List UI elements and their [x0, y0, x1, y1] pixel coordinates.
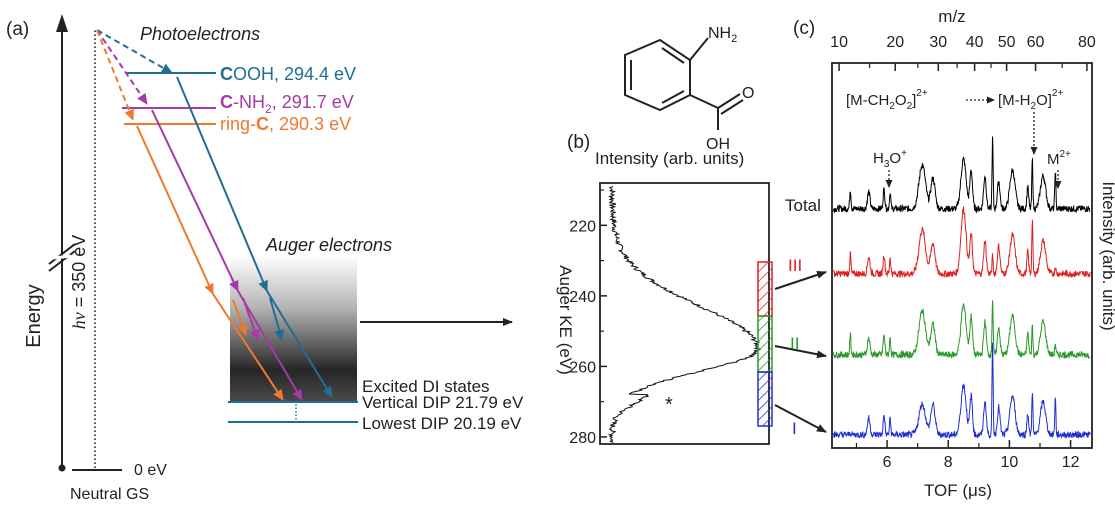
region-ii-arrow: [774, 345, 827, 359]
auger-ke-tick-label: 280: [569, 430, 596, 447]
cooh-level-label: COOH, 294.4 eV: [220, 64, 356, 84]
carboxyl-bond: [689, 94, 719, 109]
anthranilic-acid-structure: [624, 37, 744, 130]
auger-ke-axis-label: Auger KE (eV): [556, 265, 575, 375]
hydroxyl-group-label: OH: [706, 136, 730, 153]
mz-tick-label: 50: [998, 34, 1016, 51]
auger-ke-tick-label: 260: [569, 359, 596, 376]
auger-arrow-ringc-1: [136, 125, 214, 295]
tof-tick-label: 12: [1062, 454, 1080, 471]
ground-energy-label: 0 eV: [134, 462, 167, 479]
h3o-label: H3O+: [873, 148, 907, 170]
tof-frame: [831, 62, 1093, 449]
photoelectrons-label: Photoelectrons: [140, 24, 260, 44]
carbonyl-oxygen-label: O: [742, 85, 754, 102]
amine-group-label: NH2: [708, 25, 737, 45]
tof-trace-ii: [833, 300, 1091, 360]
trace-label-total: Total: [785, 196, 821, 215]
auger-arrow-cnh2-2: [237, 290, 303, 401]
auger-ke-tick-label: 220: [569, 218, 596, 235]
trace-label-i: I: [792, 419, 797, 438]
region-ii-box: [757, 315, 773, 373]
excited-di-states-label: Excited DI states: [362, 377, 490, 396]
auger-spectrum-marker: *: [665, 394, 673, 416]
m2-label: M2+: [1047, 149, 1071, 168]
photoionization-arrow-cooh: [96, 29, 173, 74]
ground-state-label: Neutral GS: [70, 486, 149, 503]
axis-break-gap: [52, 254, 72, 260]
panel-b-top-label: Intensity (arb. units): [595, 149, 744, 168]
energy-axis-arrowhead: [56, 14, 68, 32]
trace-label-iii: III: [788, 256, 802, 275]
ringc-level-label: ring-C, 290.3 eV: [220, 114, 351, 134]
excited-di-states-box: [230, 256, 357, 402]
auger-inner-arrow-cooh: [269, 297, 285, 341]
trace-label-ii: II: [790, 334, 799, 353]
auger-inner-arrow-cnh2: [242, 297, 260, 341]
mz-axis-label: m/z: [938, 7, 965, 26]
tof-tick-label: 10: [1001, 454, 1019, 471]
ring-double-bond-3: [661, 90, 685, 104]
region-iii-arrow: [774, 271, 827, 290]
m-h2o-label: [M-H2O]2+: [998, 88, 1063, 112]
tof-tick-label: 6: [883, 454, 892, 471]
amine-bond: [689, 37, 709, 61]
auger-ke-tick-label: 240: [569, 289, 596, 306]
auger-arrow-cooh-2: [266, 290, 333, 398]
tof-axis-label: TOF (μs): [924, 481, 992, 500]
auger-arrow-cooh-1: [176, 76, 268, 292]
mz-tick-label: 30: [929, 34, 947, 51]
auger-spectrum-frame: [599, 182, 770, 445]
energy-axis-origin: [58, 464, 66, 472]
axis-break-mark-2: [48, 250, 76, 272]
carbonyl-bond-1: [717, 93, 741, 109]
auger-spectrum-trace: [607, 185, 761, 444]
tof-tick-label: 8: [944, 454, 953, 471]
photon-energy-label: hν = 350 eV: [69, 235, 89, 330]
auger-ke-axis: 220 240 260 280: [569, 189, 607, 447]
tof-axes: 6 8 10 12 10 20 30 40 50 60 80: [830, 34, 1096, 471]
carbonyl-bond-2: [720, 99, 744, 115]
auger-electrons-label: Auger electrons: [265, 235, 392, 255]
axis-break-mark-1: [48, 243, 76, 265]
lowest-dip-label: Lowest DIP 20.19 eV: [362, 414, 522, 433]
mz-tick-label: 60: [1027, 34, 1045, 51]
panel-c-label: (c): [793, 18, 815, 39]
auger-arrow-ringc-2: [212, 293, 284, 401]
mz-tick-label: 10: [830, 34, 848, 51]
m-ch2o2-label: [M-CH2O2]2+: [846, 88, 928, 112]
mz-tick-label: 80: [1078, 34, 1096, 51]
region-i-arrow: [774, 404, 827, 433]
region-iii-box: [757, 261, 773, 317]
vertical-dip-label: Vertical DIP 21.79 eV: [362, 393, 524, 412]
panel-a-label: (a): [6, 19, 29, 40]
auger-inner-arrow-ringc: [232, 299, 248, 336]
tof-trace-total: [833, 136, 1091, 214]
auger-arrow-cnh2-1: [151, 109, 239, 292]
tof-trace-i: [833, 342, 1091, 440]
tof-trace-iii: [833, 206, 1091, 279]
ring-double-bond-2: [661, 47, 685, 64]
mz-tick-label: 40: [966, 34, 984, 51]
mz-tick-label: 20: [886, 34, 904, 51]
energy-axis-label: Energy: [23, 284, 45, 347]
benzene-ring: [624, 38, 691, 112]
intensity-axis-label: Intensity (arb. units): [1099, 181, 1115, 330]
cnh2-level-label: C-NH2, 291.7 eV: [220, 92, 354, 116]
panel-b-label: (b): [567, 132, 590, 153]
photoionization-arrow-cnh2: [96, 29, 148, 105]
photoionization-arrow-ringc: [96, 29, 134, 121]
region-i-box: [757, 371, 773, 427]
